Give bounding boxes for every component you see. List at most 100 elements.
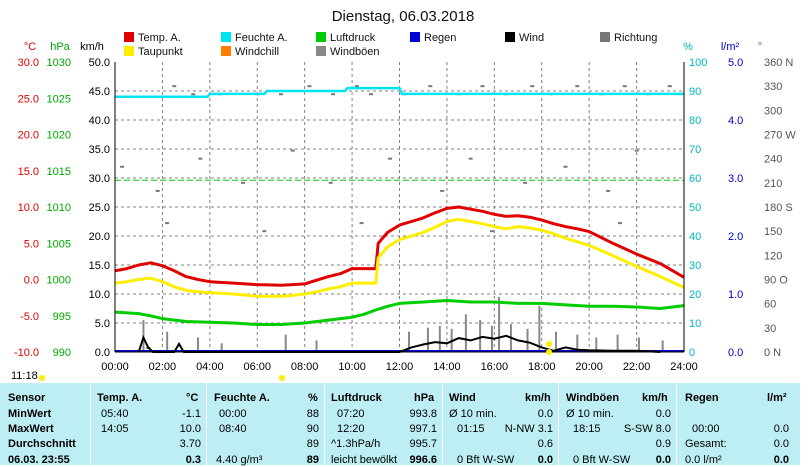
tick-x-10: 20:00 bbox=[575, 361, 603, 373]
tick-temp-2: 20.0 bbox=[18, 130, 39, 142]
tick-x-2: 04:00 bbox=[196, 361, 224, 373]
direction-mark-31 bbox=[328, 181, 333, 184]
tick-wind-0: 50.0 bbox=[89, 57, 110, 69]
tick-rain-2: 3.0 bbox=[728, 173, 743, 185]
legend-swatch-wind bbox=[505, 32, 515, 42]
tick-direction-1: 330 bbox=[764, 81, 782, 93]
direction-mark-1 bbox=[172, 85, 177, 88]
tick-pressure-7: 995 bbox=[53, 311, 71, 323]
tick-wind-10: 0.0 bbox=[95, 347, 110, 359]
temp-current-val: 0.3 bbox=[185, 454, 201, 466]
tick-pressure-2: 1020 bbox=[47, 130, 71, 142]
wind-min-label: Ø 10 min. bbox=[449, 408, 497, 420]
col-wind: Wind km/h Ø 10 min. 0.0 01:15 N-NW 3.1 0.6 … bbox=[442, 383, 559, 466]
header-wind-unit: km/h bbox=[525, 392, 551, 404]
press-max-time: 12:20 bbox=[337, 423, 365, 435]
chart-title: Dienstag, 06.03.2018 bbox=[332, 8, 475, 25]
tick-x-11: 22:00 bbox=[623, 361, 651, 373]
header-gust: Windböen bbox=[566, 392, 620, 404]
press-trend: ^1.3hPa/h bbox=[331, 438, 381, 450]
sun-marker-0 bbox=[39, 375, 45, 381]
weather-chart: Dienstag, 06.03.2018 Temp. A. Taupunkt Feu… bbox=[14, 8, 796, 381]
gust-max-val: S-SW 8.0 bbox=[623, 423, 671, 435]
direction-mark-9 bbox=[369, 93, 374, 96]
col-pressure: Luftdruck hPa 07:20 993.8 12:20 997.1 ^1.3h… bbox=[324, 383, 443, 466]
tick-x-6: 12:00 bbox=[386, 361, 414, 373]
axis-units: °C hPa km/h% l/m² ° bbox=[24, 41, 762, 53]
wind-line-group bbox=[115, 334, 684, 353]
tick-pressure-1: 1025 bbox=[47, 93, 71, 105]
tick-humidity-10: 0 bbox=[689, 347, 695, 359]
tick-direction-0: 360 N bbox=[764, 57, 793, 69]
tick-temp-6: 0.0 bbox=[24, 275, 39, 287]
legend-swatch-dew bbox=[124, 46, 134, 56]
direction-mark-23 bbox=[198, 157, 203, 160]
tick-direction-11: 30 bbox=[764, 323, 776, 335]
header-rain-unit: l/m² bbox=[767, 392, 787, 404]
direction-mark-24 bbox=[290, 149, 295, 152]
direction-mark-21 bbox=[667, 85, 672, 88]
legend-swatch-humidity bbox=[221, 32, 231, 42]
header-humidity-unit: % bbox=[308, 392, 318, 404]
tick-pressure-8: 990 bbox=[53, 347, 71, 359]
tick-labels: 30.025.020.015.010.05.00.0-5.0-10.010301… bbox=[14, 57, 796, 373]
tick-x-0: 00:00 bbox=[101, 361, 129, 373]
hum-avg-val: 89 bbox=[306, 438, 319, 450]
header-pressure: Luftdruck bbox=[331, 392, 382, 404]
series-line-wind bbox=[137, 334, 661, 353]
tick-humidity-1: 90 bbox=[689, 86, 701, 98]
axis-unit-humidity: % bbox=[683, 41, 693, 53]
rain-current-sum: 0.0 l/m² bbox=[685, 454, 722, 466]
legend-label-windchill: Windchill bbox=[235, 46, 279, 58]
legend-label-pressure: Luftdruck bbox=[330, 32, 376, 44]
direction-mark-19 bbox=[622, 85, 627, 88]
tick-direction-12: 0 N bbox=[764, 347, 781, 359]
direction-mark-15 bbox=[530, 85, 535, 88]
tick-x-8: 16:00 bbox=[481, 361, 509, 373]
temp-max-time: 14:05 bbox=[101, 423, 129, 435]
rain-total-label: Gesamt: bbox=[685, 438, 727, 450]
tick-x-7: 14:00 bbox=[433, 361, 461, 373]
wind-max-val: N-NW 3.1 bbox=[504, 423, 553, 435]
hum-current-val: 89 bbox=[306, 454, 319, 466]
direction-mark-38 bbox=[489, 230, 494, 233]
col-temp: Temp. A. °C 05:40 -1.1 14:05 10.0 3.70 0.3 bbox=[90, 383, 207, 466]
direction-mark-36 bbox=[262, 230, 267, 233]
legend-label-gust: Windböen bbox=[330, 46, 380, 58]
axis-unit-wind: km/h bbox=[80, 41, 104, 53]
tick-humidity-3: 70 bbox=[689, 144, 701, 156]
temp-avg-val: 3.70 bbox=[179, 438, 201, 450]
header-temp-unit: °C bbox=[186, 392, 199, 404]
temp-min-time: 05:40 bbox=[101, 408, 129, 420]
tick-humidity-4: 60 bbox=[689, 173, 701, 185]
hum-min-val: 88 bbox=[306, 408, 319, 420]
tick-temp-5: 5.0 bbox=[24, 238, 39, 250]
hum-abs: 4.40 g/m³ bbox=[216, 454, 263, 466]
series-line-temp bbox=[114, 205, 685, 287]
axis-unit-rain: l/m² bbox=[721, 41, 740, 53]
direction-mark-30 bbox=[241, 181, 246, 184]
wind-bft: 0 Bft W-SW bbox=[457, 454, 515, 466]
tick-direction-5: 210 bbox=[764, 178, 782, 190]
tick-wind-6: 20.0 bbox=[89, 231, 110, 243]
direction-mark-26 bbox=[468, 157, 473, 160]
tick-direction-4: 240 bbox=[764, 154, 782, 166]
tick-temp-8: -10.0 bbox=[14, 347, 39, 359]
direction-mark-8 bbox=[354, 85, 359, 88]
legend-label-dew: Taupunkt bbox=[138, 46, 183, 58]
tick-direction-3: 270 W bbox=[764, 130, 796, 142]
header-temp: Temp. A. bbox=[97, 392, 143, 404]
direction-mark-6 bbox=[307, 85, 312, 88]
gust-current-val: 0.0 bbox=[655, 454, 671, 466]
wind-avg-val: 0.6 bbox=[537, 438, 553, 450]
gust-bft: 0 Bft W-SW bbox=[573, 454, 631, 466]
tick-wind-8: 10.0 bbox=[89, 289, 110, 301]
stats-table: Sensor MinWert MaxWert Durchschnitt 06.0… bbox=[0, 383, 800, 466]
tick-rain-4: 1.0 bbox=[728, 289, 743, 301]
tick-direction-10: 60 bbox=[764, 299, 776, 311]
tick-temp-0: 30.0 bbox=[18, 57, 39, 69]
rain-total-val: 0.0 bbox=[773, 438, 789, 450]
press-min-time: 07:20 bbox=[337, 408, 365, 420]
tick-direction-7: 150 bbox=[764, 226, 782, 238]
direction-mark-25 bbox=[388, 157, 393, 160]
